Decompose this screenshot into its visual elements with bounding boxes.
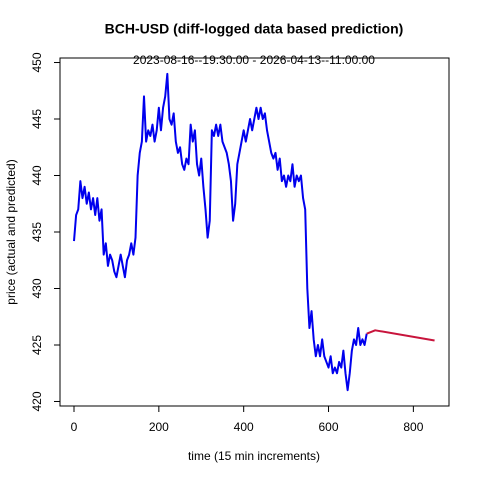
y-tick-label: 435 xyxy=(30,222,44,242)
series-line xyxy=(73,72,368,392)
y-axis-label: price (actual and predicted) xyxy=(4,159,18,304)
series-line xyxy=(366,329,435,342)
x-tick-label: 800 xyxy=(403,420,423,434)
x-tick-label: 200 xyxy=(149,420,169,434)
y-tick-label: 425 xyxy=(30,335,44,355)
x-tick-label: 600 xyxy=(319,420,339,434)
y-tick-label: 440 xyxy=(30,165,44,185)
y-tick-label: 430 xyxy=(30,278,44,298)
y-tick-label: 450 xyxy=(30,52,44,72)
x-tick-label: 0 xyxy=(71,420,78,434)
x-axis-label: time (15 min increments) xyxy=(188,449,320,463)
plot-box xyxy=(59,57,450,407)
x-tick-label: 400 xyxy=(234,420,254,434)
y-tick-label: 445 xyxy=(30,109,44,129)
chart-title: BCH-USD (diff-logged data based predicti… xyxy=(105,21,404,37)
y-tick-label: 420 xyxy=(30,391,44,411)
chart-subtitle: 2023-08-16--19:30:00 - 2026-04-13--11:00… xyxy=(133,53,375,67)
